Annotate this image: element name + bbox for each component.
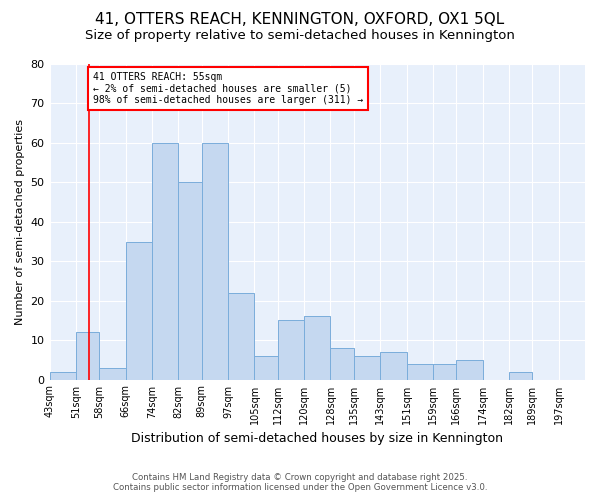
Text: Size of property relative to semi-detached houses in Kennington: Size of property relative to semi-detach… (85, 29, 515, 42)
Bar (380, 352, 407, 380)
Text: Contains HM Land Registry data © Crown copyright and database right 2025.
Contai: Contains HM Land Registry data © Crown c… (113, 473, 487, 492)
Bar (278, 320, 304, 380)
Text: 41, OTTERS REACH, KENNINGTON, OXFORD, OX1 5QL: 41, OTTERS REACH, KENNINGTON, OXFORD, OX… (95, 12, 505, 28)
Bar (50, 372, 76, 380)
Y-axis label: Number of semi-detached properties: Number of semi-detached properties (15, 119, 25, 325)
Bar (456, 360, 482, 380)
Bar (125, 242, 152, 380)
Bar (331, 348, 353, 380)
Text: 41 OTTERS REACH: 55sqm
← 2% of semi-detached houses are smaller (5)
98% of semi-: 41 OTTERS REACH: 55sqm ← 2% of semi-deta… (92, 72, 363, 105)
Bar (202, 143, 228, 380)
Bar (76, 332, 99, 380)
Bar (509, 372, 532, 380)
Bar (152, 143, 178, 380)
X-axis label: Distribution of semi-detached houses by size in Kennington: Distribution of semi-detached houses by … (131, 432, 503, 445)
Bar (433, 364, 456, 380)
Bar (254, 356, 278, 380)
Bar (178, 182, 202, 380)
Bar (353, 356, 380, 380)
Bar (99, 368, 125, 380)
Bar (228, 293, 254, 380)
Bar (407, 364, 433, 380)
Bar (304, 316, 331, 380)
